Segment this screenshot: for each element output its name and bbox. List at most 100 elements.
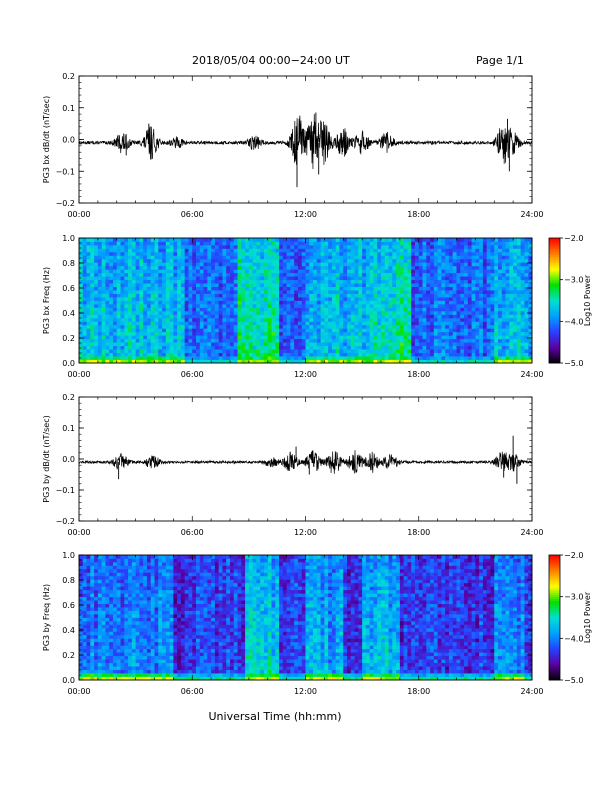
spectrogram-cell xyxy=(498,324,503,329)
spectrogram-cell xyxy=(343,356,348,360)
spectrogram-cell xyxy=(263,352,269,357)
spectrogram-cell xyxy=(516,272,522,277)
spectrogram-cell xyxy=(358,310,363,315)
spectrogram-cell xyxy=(226,241,231,246)
spectrogram-cell xyxy=(441,286,446,291)
spectrogram-cell xyxy=(196,356,201,360)
spectrogram-cell xyxy=(524,352,529,357)
spectrogram-cell xyxy=(211,293,216,298)
spectrogram-cell xyxy=(396,262,401,267)
spectrogram-cell xyxy=(399,241,405,246)
spectrogram-cell xyxy=(309,310,314,315)
spectrogram-cell xyxy=(214,244,220,249)
spectrogram-cell xyxy=(146,269,152,274)
spectrogram-cell xyxy=(347,272,352,277)
spectrogram-cell xyxy=(467,269,472,274)
spectrogram-cell xyxy=(120,307,125,312)
spectrogram-cell xyxy=(294,307,299,312)
spectrogram-cell xyxy=(437,276,442,281)
spectrogram-cell xyxy=(528,262,533,267)
spectrogram-cell xyxy=(135,307,140,312)
spectrogram-cell xyxy=(445,307,450,312)
spectrogram-cell xyxy=(173,272,178,277)
spectrogram-cell xyxy=(248,338,254,343)
spectrogram-cell xyxy=(90,669,95,674)
spectrogram-cell xyxy=(422,255,427,260)
spectrogram-cell xyxy=(309,276,314,281)
spectrogram-cell xyxy=(396,338,401,343)
spectrogram-cell xyxy=(430,272,435,277)
spectrogram-cell xyxy=(313,255,318,260)
spectrogram-cell xyxy=(158,314,163,319)
spectrogram-cell xyxy=(260,331,265,336)
spectrogram-cell xyxy=(433,359,439,364)
spectrogram-cell xyxy=(297,241,303,246)
spectrogram-cell xyxy=(267,310,272,315)
spectrogram-cell xyxy=(471,244,476,249)
spectrogram-cell xyxy=(211,335,216,340)
spectrogram-cell xyxy=(150,251,155,256)
spectrogram-cell xyxy=(316,238,321,242)
spectrogram-cell xyxy=(184,338,189,343)
spectrogram-cell xyxy=(509,293,514,298)
spectrogram-cell xyxy=(120,238,125,242)
spectrogram-cell xyxy=(188,248,193,253)
spectrogram-cell xyxy=(109,290,114,294)
spectrogram-cell xyxy=(448,290,454,294)
spectrogram-cell xyxy=(414,290,420,294)
spectrogram-cell xyxy=(154,269,159,274)
spectrogram-cell xyxy=(90,293,95,298)
spectrogram-cell xyxy=(169,342,174,347)
spectrogram-cell xyxy=(248,345,254,350)
spectrogram-cell xyxy=(414,321,420,326)
spectrogram-cell xyxy=(203,303,208,308)
spectrogram-cell xyxy=(275,345,280,350)
spectrogram-cell xyxy=(90,666,95,670)
spectrogram-cell xyxy=(358,345,363,350)
panel-3: 0.20.10.0−0.1−0.200:00 06:00 12:00 18:00 24:… xyxy=(42,393,544,537)
spectrogram-cell xyxy=(365,258,371,263)
spectrogram-cell xyxy=(426,359,431,364)
spectrogram-cell xyxy=(207,251,212,256)
spectrogram-cell xyxy=(509,356,514,360)
spectrogram-cell xyxy=(94,596,99,601)
spectrogram-cell xyxy=(196,335,201,340)
spectrogram-cell xyxy=(94,359,99,364)
spectrogram-cell xyxy=(309,248,314,253)
spectrogram-cell xyxy=(414,345,420,350)
spectrogram-cell xyxy=(516,300,522,305)
spectrogram-cell xyxy=(354,272,359,277)
spectrogram-cell xyxy=(448,324,454,329)
spectrogram-cell xyxy=(180,258,186,263)
spectrogram-cell xyxy=(407,300,412,305)
spectrogram-cell xyxy=(196,241,201,246)
spectrogram-cell xyxy=(222,255,227,260)
spectrogram-cell xyxy=(196,349,201,353)
spectrogram-cell xyxy=(392,279,397,284)
spectrogram-cell xyxy=(124,272,129,277)
spectrogram-cell xyxy=(369,310,374,315)
spectrogram-cell xyxy=(162,345,167,350)
spectrogram-cell xyxy=(452,276,457,281)
spectrogram-cell xyxy=(94,255,99,260)
spectrogram-cell xyxy=(316,317,321,322)
spectrogram-cell xyxy=(260,335,265,340)
spectrogram-cell xyxy=(222,335,227,340)
spectrogram-cell xyxy=(162,283,167,288)
spectrogram-cell xyxy=(279,356,284,360)
spectrogram-cell xyxy=(384,262,389,267)
spectrogram-cell xyxy=(245,303,250,308)
spectrogram-cell xyxy=(260,262,265,267)
spectrogram-cell xyxy=(339,262,344,267)
spectrogram-cell xyxy=(460,314,465,319)
spectrogram-cell xyxy=(271,272,276,277)
spectrogram-cell xyxy=(524,349,529,353)
spectrogram-cell xyxy=(116,310,121,315)
spectrogram-cell xyxy=(482,356,488,360)
spectrogram-cell xyxy=(479,352,484,357)
spectrogram-cell xyxy=(82,627,87,632)
spectrogram-cell xyxy=(124,248,129,253)
spectrogram-cell xyxy=(331,352,337,357)
spectrogram-cell xyxy=(403,321,408,326)
spectrogram-cell xyxy=(173,310,178,315)
